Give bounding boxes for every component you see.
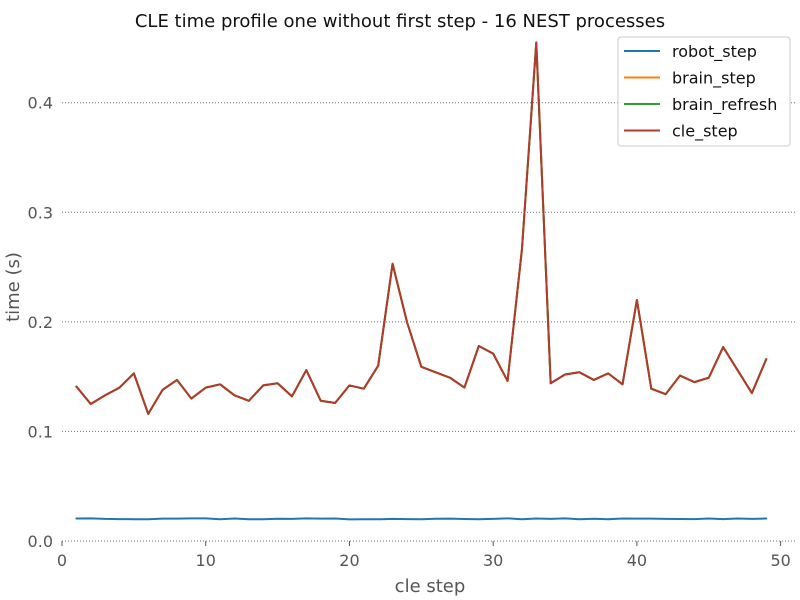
- legend-label: robot_step: [672, 42, 757, 62]
- series-lines: [75, 41, 768, 521]
- axes: 0.0 0.1 0.2 0.3 0.4 0 10 20 30 40 50: [28, 94, 791, 570]
- legend-label: cle_step: [672, 122, 738, 142]
- legend-label: brain_refresh: [672, 95, 777, 115]
- y-tick-label: 0.4: [28, 94, 53, 113]
- series-line-cle-step: [75, 41, 768, 415]
- x-tick-label: 0: [57, 551, 67, 570]
- legend: robot_step brain_step brain_refresh cle_ste…: [617, 36, 791, 147]
- y-axis-label: time (s): [3, 252, 24, 322]
- chart-title: CLE time profile one without first step …: [135, 11, 665, 32]
- grid-lines: [62, 102, 795, 542]
- x-axis-label: cle step: [395, 576, 466, 597]
- x-tick-label: 40: [627, 551, 647, 570]
- y-tick-label: 0.0: [28, 532, 53, 551]
- y-tick-label: 0.3: [28, 203, 53, 222]
- legend-label: brain_step: [672, 69, 756, 89]
- y-tick-label: 0.1: [28, 422, 53, 441]
- x-tick-label: 30: [483, 551, 503, 570]
- x-tick-label: 10: [196, 551, 216, 570]
- legend-box: [617, 36, 791, 147]
- x-tick-label: 50: [770, 551, 790, 570]
- x-tick-label: 20: [339, 551, 359, 570]
- series-line-robot-step: [75, 517, 768, 521]
- y-tick-label: 0.2: [28, 313, 53, 332]
